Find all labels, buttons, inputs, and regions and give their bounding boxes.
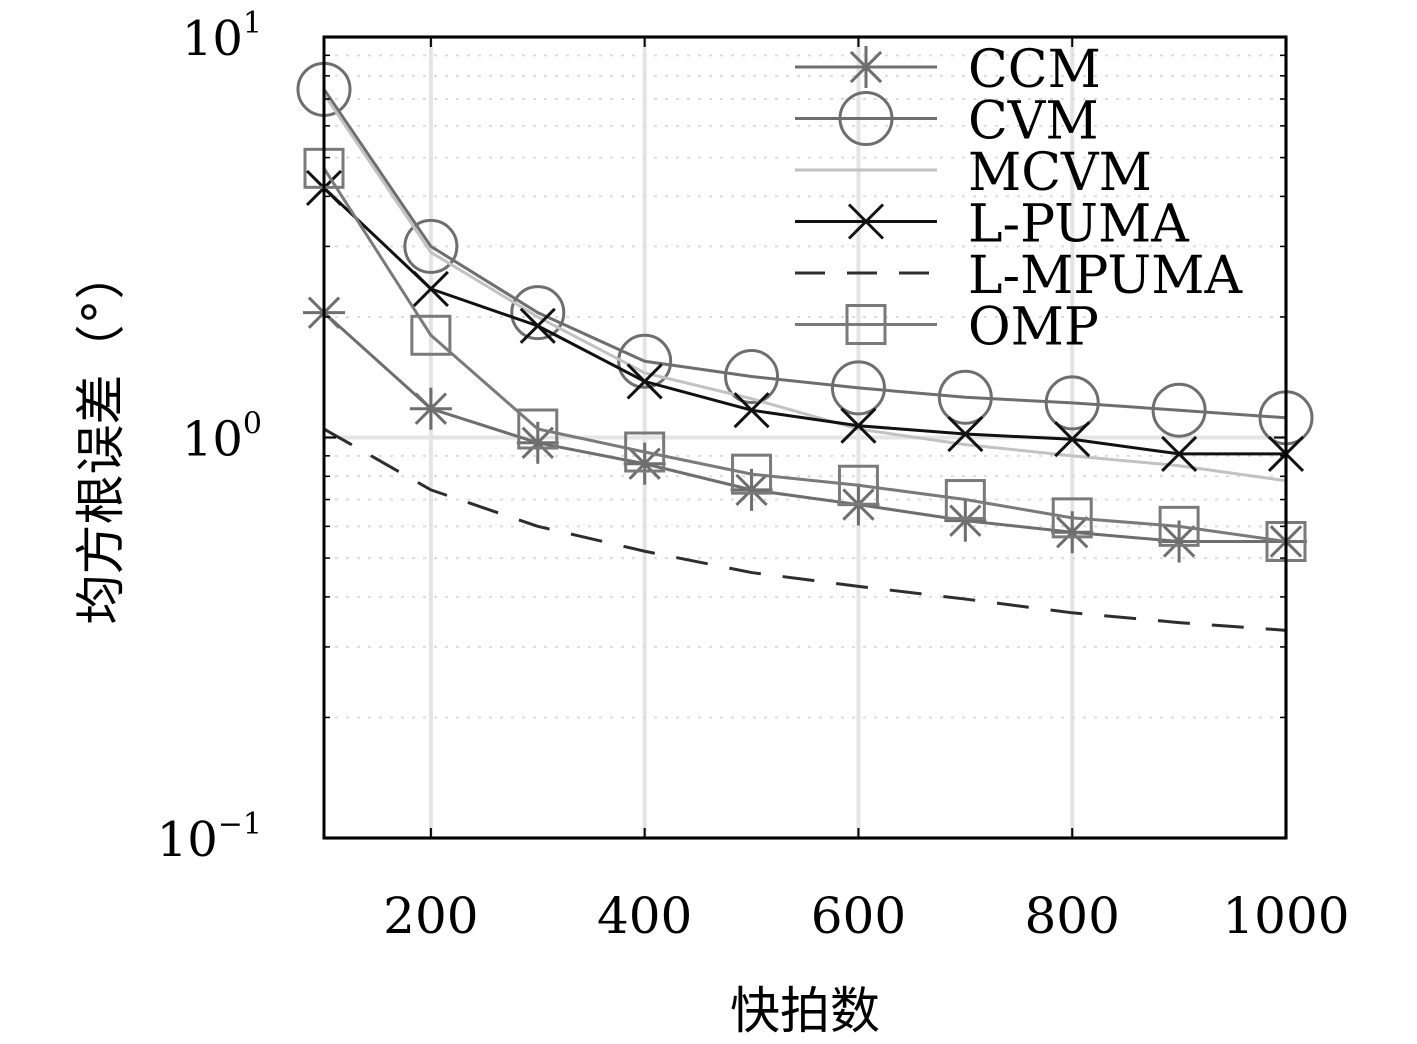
series-line-l-mpuma [323, 427, 1287, 632]
data-point-l-puma-stroke [840, 407, 877, 444]
series-line-l-puma [322, 186, 1286, 456]
legend-item-mcvm: MCVM [795, 143, 1152, 203]
data-point-omp [410, 314, 452, 356]
data-point-ccm-stroke [414, 392, 448, 425]
data-point-omp [1158, 505, 1200, 547]
data-point-cvm [724, 349, 780, 405]
data-point-l-puma [626, 363, 663, 400]
series-mcvm [322, 93, 1287, 483]
legend-label-l-puma: L-PUMA [968, 195, 1190, 255]
data-point-l-puma [519, 307, 556, 344]
x-tick-label: 400 [597, 887, 692, 945]
legend-marker-l-puma-stroke [847, 203, 885, 240]
series-l-mpuma [323, 427, 1287, 632]
series-line-cvm [322, 88, 1287, 420]
data-point-cvm [937, 369, 993, 425]
legend-label-mcvm: MCVM [968, 143, 1152, 203]
legend-label-omp: OMP [968, 298, 1099, 358]
x-tick-label: 600 [811, 887, 906, 945]
data-point-ccm-stroke [521, 426, 554, 459]
series-l-puma [305, 169, 1305, 472]
y-tick-exponent: 0 [243, 407, 262, 442]
data-point-ccm-stroke [949, 504, 982, 537]
data-point-l-puma-stroke [1161, 435, 1198, 472]
y-tick-base: 10 [157, 812, 218, 868]
legend-marker-omp [845, 304, 887, 345]
legend-marker-ccm-stroke [849, 50, 883, 84]
data-point-cvm [830, 360, 886, 416]
legend-marker-cvm [838, 91, 894, 146]
series-line-mcvm [322, 93, 1287, 483]
data-point-omp [731, 453, 773, 495]
series-ccm [303, 291, 1307, 563]
legend-label-l-mpuma: L-MPUMA [968, 246, 1243, 306]
data-point-l-puma-stroke [947, 415, 984, 453]
data-point-ccm-stroke [735, 473, 768, 507]
data-point-cvm [403, 218, 459, 274]
legend-marker-l-puma [847, 203, 885, 240]
data-point-ccm [944, 499, 987, 542]
legend-label-cvm: CVM [968, 92, 1099, 152]
legend-item-omp: OMP [795, 298, 1099, 358]
y-axis-label: 均方根误差（°） [72, 250, 130, 625]
y-tick-label: 100 [182, 407, 262, 468]
series-line-omp [322, 167, 1287, 543]
data-point-l-puma [840, 407, 877, 444]
x-tick-label: 800 [1025, 887, 1120, 945]
data-point-cvm [510, 285, 566, 341]
data-point-ccm [730, 468, 773, 511]
legend-label-ccm: CCM [968, 40, 1101, 100]
y-tick-label: 101 [182, 6, 262, 67]
x-axis-label: 快拍数 [730, 982, 880, 1040]
data-point-ccm [516, 421, 559, 464]
data-point-omp [837, 464, 879, 506]
data-point-l-puma [1161, 435, 1198, 472]
data-point-l-puma-stroke [519, 307, 556, 344]
data-point-ccm-stroke [1056, 516, 1089, 549]
data-point-l-puma [412, 270, 449, 307]
data-point-omp [944, 479, 986, 521]
data-point-omp [1051, 497, 1093, 539]
y-tick-base: 10 [182, 412, 243, 468]
data-point-ccm-stroke [1162, 525, 1196, 558]
y-tick-exponent: 1 [243, 6, 262, 41]
x-tick-label: 200 [383, 887, 478, 945]
y-tick-exponent: −1 [218, 807, 262, 842]
data-point-l-puma-stroke [412, 270, 449, 307]
data-point-cvm [1044, 375, 1100, 431]
data-point-l-puma-stroke [1054, 421, 1091, 458]
data-point-cvm [1151, 382, 1207, 438]
data-point-cvm [617, 333, 673, 389]
data-point-l-puma [733, 392, 770, 429]
series-cvm [296, 61, 1314, 446]
data-point-l-puma-stroke [626, 363, 663, 400]
data-point-ccm [409, 387, 452, 430]
legend-item-cvm: CVM [795, 91, 1099, 152]
series-line-ccm [322, 311, 1286, 543]
y-tick-label: 10−1 [157, 807, 262, 868]
legend-item-ccm: CCM [795, 40, 1101, 100]
y-tick-base: 10 [182, 11, 243, 67]
data-point-l-puma [947, 415, 984, 453]
data-point-omp [517, 408, 559, 450]
data-point-omp [624, 431, 666, 473]
legend-item-l-puma: L-PUMA [795, 195, 1190, 255]
data-point-l-puma-stroke [733, 392, 770, 429]
x-tick-label: 1000 [1222, 887, 1349, 945]
legend-marker-ccm [845, 46, 887, 88]
series-layer [296, 61, 1314, 632]
data-point-l-puma [1054, 421, 1091, 458]
legend-item-l-mpuma: L-MPUMA [795, 246, 1243, 306]
